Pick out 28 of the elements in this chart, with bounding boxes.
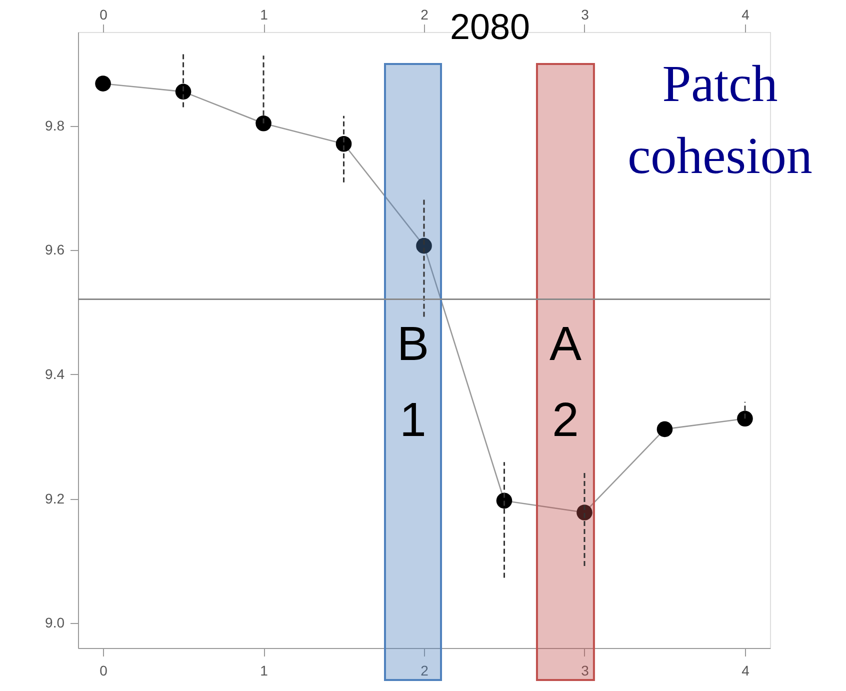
y-tick-label: 9.4: [45, 366, 65, 382]
band-label: A 2: [549, 318, 582, 447]
x2-tick-label: 2: [420, 662, 429, 678]
point: [95, 76, 111, 92]
point: [737, 410, 753, 427]
y-tick-label: 9.8: [45, 117, 65, 134]
x2-tick-label: 0: [100, 662, 108, 678]
x2-tick-label: 4: [742, 662, 750, 678]
point: [336, 136, 352, 152]
x2-tick-label: 3: [581, 662, 590, 678]
point: [256, 115, 272, 132]
y-tick-label: 9.0: [45, 614, 65, 631]
annotation: 2080: [450, 6, 530, 47]
x2-tick-label: 1: [260, 662, 268, 678]
x-tick-label: 3: [581, 6, 590, 22]
point: [175, 84, 192, 100]
point: [656, 421, 673, 438]
x-tick-label: 0: [100, 6, 108, 22]
band-label: B 1: [397, 318, 430, 447]
y-tick-label: 9.2: [45, 490, 65, 506]
x-tick-label: 1: [260, 6, 268, 22]
point: [576, 504, 592, 520]
x-tick-label: 4: [742, 6, 750, 22]
text: Patch cohesion: [628, 56, 812, 185]
point: [496, 492, 512, 509]
y-tick-label: 9.6: [45, 242, 65, 258]
point: [416, 238, 432, 254]
x-tick-label: 2: [420, 6, 429, 22]
